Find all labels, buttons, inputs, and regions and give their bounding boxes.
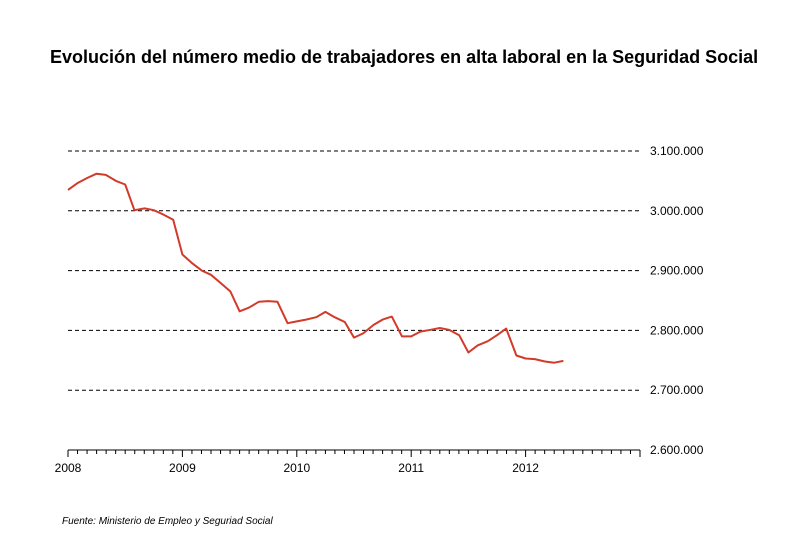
y-tick-label: 2.700.000 [650,383,704,397]
x-tick-label: 2012 [512,461,539,475]
series-group [67,172,564,364]
y-tick-label: 2.800.000 [650,323,704,337]
y-tick-label: 2.900.000 [650,264,704,278]
y-tick-label: 3.100.000 [650,144,704,158]
series-line [67,172,564,364]
chart-title: Evolución del número medio de trabajador… [50,47,759,67]
x-tick-label: 2009 [169,461,196,475]
x-tick-label: 2011 [398,461,424,475]
x-axis: 2008 2009 2010 2011 2012 [55,449,641,475]
grid-lines [68,150,640,391]
y-axis: 3.100.000 3.000.000 2.900.000 2.800.000 2.70… [650,144,704,457]
y-tick-label: 2.600.000 [650,443,704,457]
y-tick-label: 3.000.000 [650,204,704,218]
x-tick-label: 2010 [283,461,310,475]
source-note: Fuente: Ministerio de Empleo y Seguriad … [62,516,273,527]
x-tick-label: 2008 [55,461,82,475]
